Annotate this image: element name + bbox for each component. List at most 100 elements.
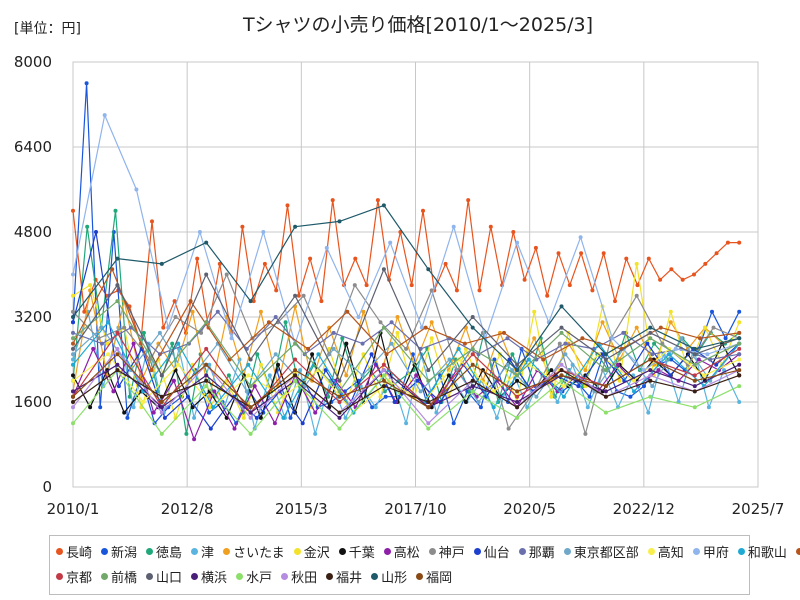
data-point	[559, 330, 564, 335]
legend-item: 津	[191, 542, 214, 561]
data-point	[102, 113, 107, 118]
data-point	[426, 368, 431, 373]
x-tick-label: 2017/10	[384, 500, 446, 518]
y-tick-label: 6400	[14, 138, 52, 156]
data-point	[470, 325, 475, 330]
data-point	[737, 400, 742, 404]
data-point	[111, 389, 116, 394]
data-point	[71, 400, 75, 404]
data-point	[515, 378, 520, 383]
data-point	[545, 293, 550, 298]
legend-marker	[563, 548, 571, 555]
data-point	[71, 272, 75, 277]
legend-marker	[518, 548, 526, 555]
data-point	[648, 336, 653, 341]
data-point	[326, 394, 331, 399]
legend-item: 横浜	[191, 567, 227, 586]
data-point	[446, 373, 451, 378]
data-point	[122, 410, 127, 415]
data-point	[293, 357, 298, 362]
data-point	[679, 336, 684, 341]
legend-marker	[56, 548, 63, 555]
data-point	[293, 378, 298, 383]
data-point	[285, 203, 290, 208]
data-point	[710, 309, 714, 314]
data-point	[331, 346, 336, 351]
data-point	[125, 415, 130, 420]
data-point	[171, 378, 176, 383]
data-point	[737, 336, 742, 341]
x-axis: 2010/1 2012/8 2015/3 2017/10 2020/5 2022/12 20…	[47, 500, 785, 518]
data-point	[470, 352, 475, 357]
data-point	[246, 362, 251, 367]
data-point	[470, 315, 475, 319]
x-tick-label: 2015/3	[275, 500, 328, 518]
data-point	[208, 426, 213, 431]
y-tick-label: 8000	[14, 53, 52, 71]
data-point	[100, 341, 104, 346]
data-point	[737, 320, 742, 325]
data-point	[703, 261, 708, 266]
data-point	[410, 352, 415, 357]
data-point	[381, 267, 386, 272]
legend-marker	[473, 548, 481, 555]
legend-row: 京都 前橋 山口 横浜 水戸 秋田 福井 山形 福岡	[56, 567, 461, 586]
data-point	[115, 283, 120, 288]
data-point	[88, 405, 93, 410]
data-point	[381, 378, 386, 383]
data-point	[378, 394, 383, 399]
data-point	[502, 330, 506, 335]
legend-marker	[281, 573, 289, 580]
data-point	[648, 373, 653, 378]
data-point	[383, 394, 388, 399]
data-point	[669, 357, 674, 362]
legend-item: 高松	[383, 542, 420, 561]
data-point	[258, 309, 263, 314]
legend-label: 甲府	[702, 546, 729, 561]
data-point	[466, 198, 471, 203]
legend-label: 横浜	[201, 571, 228, 586]
data-point	[173, 315, 178, 319]
legend-marker	[101, 573, 109, 580]
data-point	[262, 261, 267, 266]
data-point	[141, 400, 146, 404]
data-point	[389, 341, 394, 346]
data-point	[71, 357, 75, 362]
x-tick-label: 2020/5	[503, 500, 556, 518]
data-point	[370, 405, 375, 410]
data-point	[580, 336, 585, 341]
data-point	[737, 373, 742, 378]
data-point	[533, 245, 538, 250]
x-tick-label: 2012/8	[161, 500, 214, 518]
legend-marker	[191, 573, 199, 580]
data-point	[737, 330, 742, 335]
data-point	[737, 346, 742, 351]
data-point	[159, 373, 164, 378]
data-point	[204, 362, 209, 367]
data-point	[692, 362, 697, 367]
data-point	[381, 384, 386, 389]
data-point	[603, 357, 608, 362]
legend-marker	[146, 548, 154, 555]
data-point	[668, 309, 673, 314]
data-point	[71, 362, 75, 367]
data-point	[646, 256, 651, 261]
legend-label: 前橋	[111, 571, 138, 586]
legend-item: 和歌山	[737, 542, 787, 561]
data-point	[229, 336, 234, 341]
data-point	[71, 208, 75, 213]
data-point	[603, 410, 608, 415]
y-tick-label: 1600	[14, 393, 52, 411]
legend-label: 高知	[657, 546, 684, 561]
legend-label: 福岡	[426, 571, 453, 586]
data-point	[353, 256, 358, 261]
data-point	[115, 299, 120, 304]
data-point	[337, 415, 342, 420]
data-point	[692, 272, 696, 277]
data-point	[692, 384, 697, 389]
series-山形	[71, 203, 742, 373]
data-point	[559, 304, 564, 309]
data-point	[632, 389, 636, 394]
data-point	[71, 378, 75, 383]
